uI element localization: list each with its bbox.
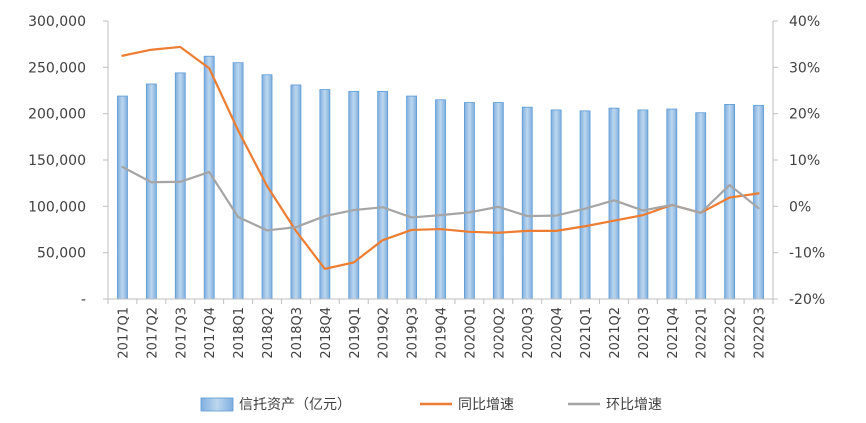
legend: 信托资产（亿元） 同比增速 环比增速 xyxy=(200,397,662,413)
bar-2020Q4 xyxy=(550,109,562,300)
x-tick-label: 2021Q1 xyxy=(579,307,594,359)
x-tick-label: 2018Q2 xyxy=(261,307,276,359)
line-series-0 xyxy=(121,45,760,270)
bar-2019Q1 xyxy=(348,91,360,300)
x-tick-label: 2017Q2 xyxy=(145,307,160,359)
bar-2020Q3 xyxy=(521,106,533,300)
left-tick-label: 200,000 xyxy=(28,107,86,123)
bar-2018Q1 xyxy=(232,62,244,300)
x-tick-label: 2018Q1 xyxy=(232,307,247,359)
x-tick-label: 2018Q3 xyxy=(290,307,305,359)
bar-2020Q1 xyxy=(464,102,475,300)
x-tick-label: 2019Q1 xyxy=(348,307,363,359)
right-tick-label: 10% xyxy=(789,153,820,169)
x-tick-label: 2017Q1 xyxy=(116,307,131,359)
bar-2021Q1 xyxy=(579,110,591,300)
bar-2021Q3 xyxy=(637,109,649,300)
bar-2019Q3 xyxy=(406,95,417,300)
bar-2020Q2 xyxy=(492,102,504,300)
bar-2022Q3 xyxy=(753,104,764,300)
x-tick-label: 2021Q2 xyxy=(608,307,623,359)
right-tick-label: 0% xyxy=(789,199,811,215)
bar-2017Q3 xyxy=(174,72,186,300)
bar-2019Q2 xyxy=(377,91,389,300)
legend-label: 信托资产（亿元） xyxy=(239,397,351,413)
bar-2017Q2 xyxy=(145,83,157,300)
left-tick-label: 300,000 xyxy=(28,14,86,30)
right-tick-label: 40% xyxy=(789,14,820,30)
bar-2021Q2 xyxy=(608,107,620,300)
right-tick-label: -10% xyxy=(789,246,825,262)
bar-2017Q1 xyxy=(117,95,128,300)
bar-2019Q4 xyxy=(435,99,446,300)
right-tick-label: 20% xyxy=(789,107,820,123)
left-tick-label: 250,000 xyxy=(28,60,86,76)
bars-layer xyxy=(117,55,764,300)
left-tick-label: - xyxy=(81,292,86,308)
legend-label: 环比增速 xyxy=(606,397,662,413)
x-tick-label: 2022Q2 xyxy=(724,307,739,359)
x-tick-label: 2020Q2 xyxy=(492,307,507,359)
right-tick-label: 30% xyxy=(789,60,820,76)
bar-2022Q1 xyxy=(695,112,707,300)
right-tick-label: -20% xyxy=(789,292,825,308)
x-tick-label: 2017Q3 xyxy=(174,307,189,359)
x-tick-label: 2020Q3 xyxy=(521,307,536,359)
x-tick-label: 2022Q3 xyxy=(753,307,768,359)
legend-label: 同比增速 xyxy=(458,397,514,413)
left-tick-label: 100,000 xyxy=(28,199,86,215)
axes-layer: - 50,000 100,000 150,000 200,000 250,000 300,0… xyxy=(28,14,825,359)
line-series-1 xyxy=(121,165,760,232)
x-tick-label: 2019Q4 xyxy=(435,307,450,359)
x-tick-label: 2017Q4 xyxy=(203,307,218,359)
x-tick-label: 2022Q1 xyxy=(695,307,710,359)
bar-2018Q3 xyxy=(290,84,302,300)
x-tick-label: 2021Q3 xyxy=(637,307,652,359)
legend-swatch-bar xyxy=(200,397,234,412)
x-tick-label: 2020Q1 xyxy=(463,307,478,359)
x-tick-label: 2021Q4 xyxy=(666,307,681,359)
x-tick-label: 2019Q3 xyxy=(406,307,421,359)
lines-layer xyxy=(121,45,760,270)
x-tick-label: 2018Q4 xyxy=(319,307,334,359)
bar-2022Q2 xyxy=(724,104,736,300)
left-tick-label: 150,000 xyxy=(28,153,86,169)
x-tick-label: 2020Q4 xyxy=(550,307,565,359)
left-tick-label: 50,000 xyxy=(37,246,86,262)
x-tick-label: 2019Q2 xyxy=(377,307,392,359)
